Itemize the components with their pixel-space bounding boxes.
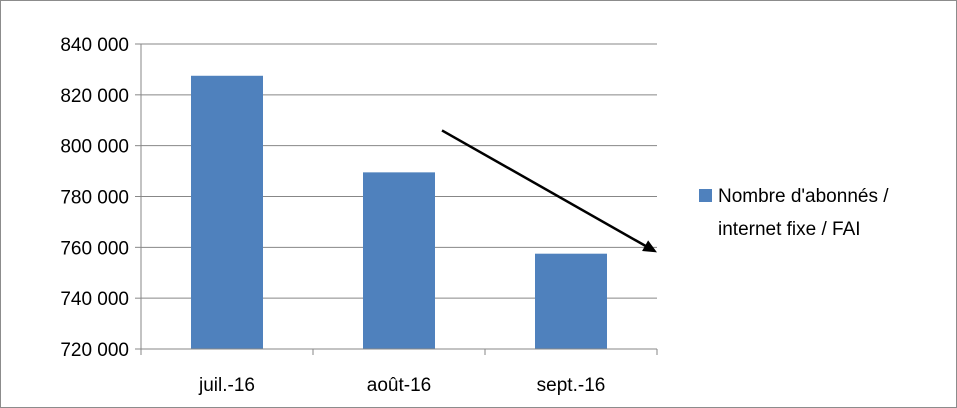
bar	[535, 253, 607, 349]
axes	[135, 43, 658, 355]
legend-swatch	[699, 189, 712, 202]
y-tick-label: 840 000	[60, 35, 129, 56]
bar	[191, 75, 263, 349]
y-tick-label: 760 000	[60, 238, 129, 259]
y-tick-label: 720 000	[60, 340, 129, 361]
y-tick-label: 740 000	[60, 289, 129, 310]
y-tick-label: 800 000	[60, 137, 129, 158]
legend-label-line-2: internet fixe / FAI	[718, 219, 861, 240]
legend: Nombre d'abonnés / internet fixe / FAI	[699, 186, 889, 240]
x-tick-label: août-16	[367, 375, 431, 396]
trend-arrow-line	[441, 129, 648, 248]
y-tick-labels: 720 000 740 000 760 000 780 000 800 000 820 0…	[60, 35, 129, 361]
bar	[363, 172, 435, 349]
bars	[191, 75, 607, 349]
trend-arrow	[441, 129, 657, 253]
trend-arrow-head	[642, 240, 657, 253]
y-tick-label: 780 000	[60, 188, 129, 209]
x-tick-labels: juil.-16 août-16 sept.-16	[198, 375, 605, 396]
y-tick-label: 820 000	[60, 86, 129, 107]
legend-label-line-1: Nombre d'abonnés /	[718, 186, 889, 207]
x-tick-label: juil.-16	[198, 375, 255, 396]
x-tick-label: sept.-16	[537, 375, 606, 396]
